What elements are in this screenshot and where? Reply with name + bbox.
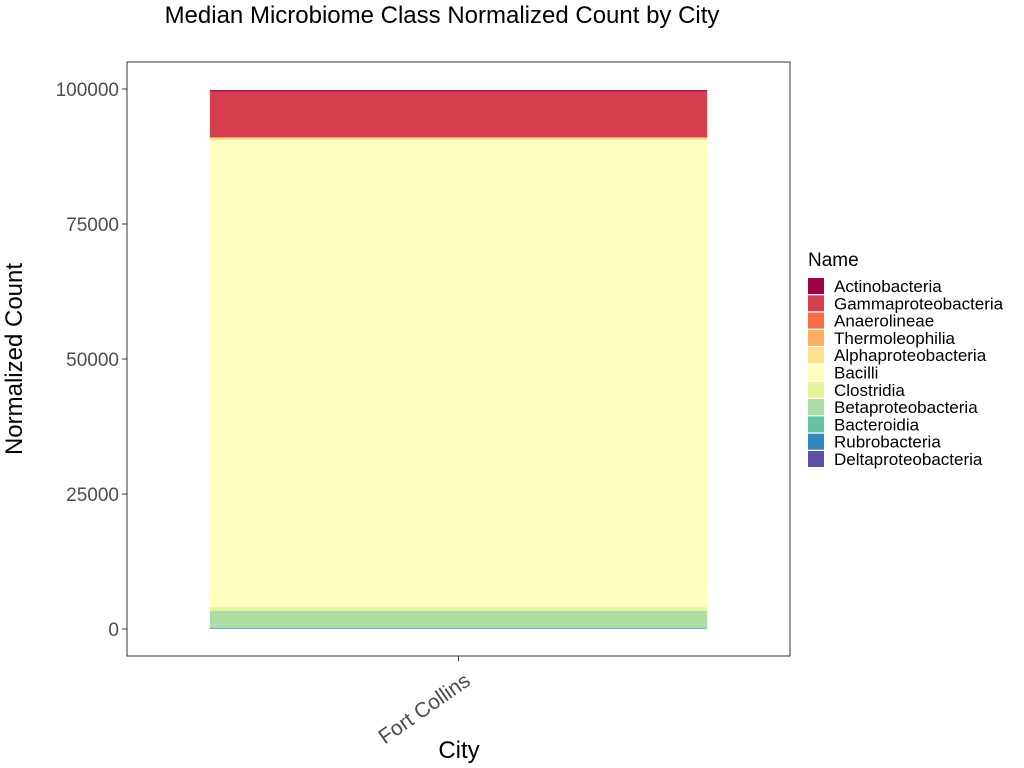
bar-segment	[209, 627, 708, 629]
legend-label: Alphaproteobacteria	[834, 346, 987, 365]
legend-label: Deltaproteobacteria	[834, 450, 983, 469]
y-tick-label: 25000	[66, 485, 119, 506]
legend-title: Name	[808, 250, 859, 271]
bar-segment	[209, 607, 708, 611]
legend-swatch	[808, 295, 824, 312]
legend-label: Bacilli	[834, 364, 878, 383]
y-tick-label: 100000	[56, 80, 119, 101]
bar-segment	[209, 610, 708, 628]
legend-swatch	[808, 433, 824, 450]
legend-label: Clostridia	[834, 381, 905, 400]
y-tick-label: 0	[108, 620, 119, 641]
bar-segment	[209, 91, 708, 138]
legend-swatch	[808, 451, 824, 467]
legend-swatch	[808, 416, 824, 433]
bar-segment	[209, 137, 708, 141]
y-tick-label: 75000	[66, 215, 119, 236]
legend-swatch	[808, 329, 824, 346]
plot-area	[126, 61, 791, 657]
bar-segment	[209, 90, 708, 92]
y-axis: 0 25000 50000 75000 100000	[56, 80, 127, 641]
y-tick-label: 50000	[66, 350, 119, 371]
legend-label: Rubrobacteria	[834, 433, 941, 452]
legend-label: Betaproteobacteria	[834, 398, 978, 417]
chart-title: Median Microbiome Class Normalized Count…	[165, 2, 720, 29]
legend-label: Anaerolineae	[834, 312, 934, 331]
legend-swatch	[808, 364, 824, 381]
legend: Name ActinobacteriaGammaproteobacteriaAn…	[808, 250, 1004, 469]
legend-label: Actinobacteria	[834, 277, 942, 296]
legend-swatch	[808, 381, 824, 398]
bar-stack	[209, 90, 708, 629]
x-axis: Fort Collins	[374, 656, 475, 749]
legend-swatch	[808, 347, 824, 364]
legend-label: Thermoleophilia	[834, 329, 955, 348]
legend-swatch	[808, 399, 824, 416]
legend-swatch	[808, 312, 824, 329]
y-axis-label: Normalized Count	[1, 263, 28, 455]
x-axis-label: City	[438, 737, 479, 764]
legend-label: Bacteroidia	[834, 415, 920, 434]
legend-label: Gammaproteobacteria	[834, 294, 1004, 313]
bar-segment	[209, 140, 708, 608]
legend-swatch	[808, 278, 824, 294]
